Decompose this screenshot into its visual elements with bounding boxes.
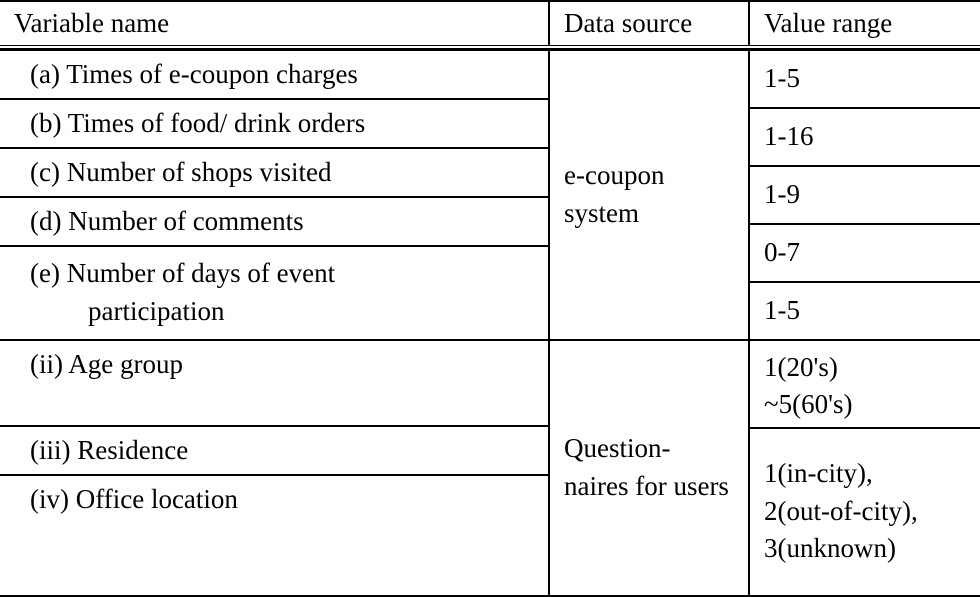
var-col-quest: (ii) Age group (iii) Residence (iv) Offi… [0,341,550,595]
var-col-ecoupon: (a) Times of e-coupon charges (b) Times … [0,51,550,339]
row-iv: (iv) Office location [0,476,548,595]
header-value-range: Value range [750,2,980,45]
val-c: 1-9 [750,167,980,225]
section-questionnaire: (ii) Age group (iii) Residence (iv) Offi… [0,341,980,597]
row-d: (d) Number of comments [0,198,548,247]
row-e: (e) Number of days of event participatio… [0,247,548,339]
source-ecoupon: e-coupon system [550,51,750,339]
header-data-source: Data source [550,2,750,45]
val-d: 0-7 [750,225,980,283]
row-b: (b) Times of food/ drink orders [0,100,548,149]
val-iii-iv: 1(in-city), 2(out-of-city), 3(unknown) [750,429,980,595]
row-e-line1: (e) Number of days of event [30,255,534,293]
row-e-line2: participation [30,293,534,331]
row-a: (a) Times of e-coupon charges [0,51,548,100]
val-b: 1-16 [750,109,980,167]
row-c: (c) Number of shops visited [0,149,548,198]
row-iii: (iii) Residence [0,427,548,476]
val-ii: 1(20's) ~5(60's) [750,341,980,429]
source-questionnaire: Question- naires for users [550,341,750,595]
val-col-ecoupon: 1-5 1-16 1-9 0-7 1-5 [750,51,980,339]
row-ii: (ii) Age group [0,341,548,427]
section-ecoupon: (a) Times of e-coupon charges (b) Times … [0,49,980,341]
val-col-quest: 1(20's) ~5(60's) 1(in-city), 2(out-of-ci… [750,341,980,595]
header-variable-name: Variable name [0,2,550,45]
val-a: 1-5 [750,51,980,109]
variable-table: Variable name Data source Value range (a… [0,0,980,597]
val-e: 1-5 [750,283,980,339]
